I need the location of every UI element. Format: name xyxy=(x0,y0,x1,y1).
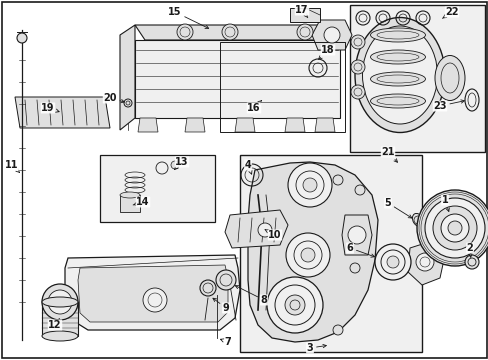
Polygon shape xyxy=(285,118,305,132)
Circle shape xyxy=(354,185,364,195)
Bar xyxy=(220,42,345,132)
Circle shape xyxy=(424,198,484,258)
Text: 10: 10 xyxy=(264,230,281,240)
Ellipse shape xyxy=(411,213,423,226)
Polygon shape xyxy=(235,118,254,132)
Circle shape xyxy=(415,253,433,271)
Ellipse shape xyxy=(362,26,437,124)
Ellipse shape xyxy=(370,28,425,42)
Text: 20: 20 xyxy=(103,93,124,103)
Ellipse shape xyxy=(370,72,425,86)
Circle shape xyxy=(301,248,314,262)
Polygon shape xyxy=(247,162,377,342)
Text: 23: 23 xyxy=(432,100,464,111)
Ellipse shape xyxy=(42,331,78,341)
Text: 15: 15 xyxy=(168,7,208,28)
Text: 22: 22 xyxy=(442,7,458,18)
Circle shape xyxy=(349,263,359,273)
Circle shape xyxy=(464,255,478,269)
Polygon shape xyxy=(15,97,110,128)
Polygon shape xyxy=(120,25,135,130)
Polygon shape xyxy=(224,210,287,248)
Circle shape xyxy=(266,277,323,333)
Circle shape xyxy=(374,244,410,280)
Bar xyxy=(240,155,421,352)
Circle shape xyxy=(287,163,331,207)
Text: 11: 11 xyxy=(5,160,20,172)
Circle shape xyxy=(17,33,27,43)
Polygon shape xyxy=(65,255,240,330)
Circle shape xyxy=(332,175,342,185)
Circle shape xyxy=(285,233,329,277)
Circle shape xyxy=(432,206,476,250)
Circle shape xyxy=(350,60,364,74)
Polygon shape xyxy=(289,8,319,22)
Polygon shape xyxy=(341,215,371,255)
Text: 19: 19 xyxy=(41,103,59,113)
Circle shape xyxy=(447,221,461,235)
Circle shape xyxy=(386,256,398,268)
Text: 2: 2 xyxy=(466,243,472,257)
Polygon shape xyxy=(135,25,339,40)
Polygon shape xyxy=(184,118,204,132)
Polygon shape xyxy=(42,302,78,336)
Circle shape xyxy=(303,178,316,192)
Circle shape xyxy=(203,283,213,293)
Polygon shape xyxy=(78,265,227,322)
Text: 13: 13 xyxy=(174,157,188,170)
Circle shape xyxy=(296,24,312,40)
Text: 18: 18 xyxy=(318,45,334,59)
Circle shape xyxy=(171,161,179,169)
Text: 8: 8 xyxy=(235,285,267,305)
Circle shape xyxy=(142,288,167,312)
Text: 6: 6 xyxy=(346,243,374,257)
Text: 16: 16 xyxy=(247,100,261,113)
Text: 21: 21 xyxy=(381,147,397,162)
Circle shape xyxy=(332,325,342,335)
Circle shape xyxy=(416,190,488,266)
Ellipse shape xyxy=(434,55,464,100)
Text: 5: 5 xyxy=(384,198,411,218)
Polygon shape xyxy=(138,118,158,132)
Text: 17: 17 xyxy=(295,5,308,18)
Circle shape xyxy=(350,35,364,49)
Polygon shape xyxy=(314,118,334,132)
Polygon shape xyxy=(135,40,339,118)
Ellipse shape xyxy=(370,94,425,108)
Circle shape xyxy=(42,284,78,320)
Circle shape xyxy=(350,85,364,99)
Ellipse shape xyxy=(42,297,78,307)
Text: 3: 3 xyxy=(306,343,325,353)
Text: 1: 1 xyxy=(441,195,448,211)
Ellipse shape xyxy=(354,18,444,132)
Bar xyxy=(349,5,484,152)
Circle shape xyxy=(222,24,238,40)
Circle shape xyxy=(285,295,305,315)
Circle shape xyxy=(48,290,72,314)
Circle shape xyxy=(324,27,339,43)
Bar xyxy=(100,155,215,222)
Text: 9: 9 xyxy=(213,298,229,313)
Circle shape xyxy=(347,226,365,244)
Text: 4: 4 xyxy=(244,160,251,174)
Polygon shape xyxy=(407,240,444,285)
Polygon shape xyxy=(311,20,351,50)
Circle shape xyxy=(216,270,236,290)
Text: 7: 7 xyxy=(220,337,231,347)
Circle shape xyxy=(177,24,193,40)
Circle shape xyxy=(124,99,132,107)
Ellipse shape xyxy=(370,50,425,64)
Text: 12: 12 xyxy=(48,319,61,330)
Circle shape xyxy=(440,214,468,242)
Ellipse shape xyxy=(120,192,140,198)
Text: 14: 14 xyxy=(133,197,149,207)
Polygon shape xyxy=(120,195,140,212)
Circle shape xyxy=(258,223,271,237)
